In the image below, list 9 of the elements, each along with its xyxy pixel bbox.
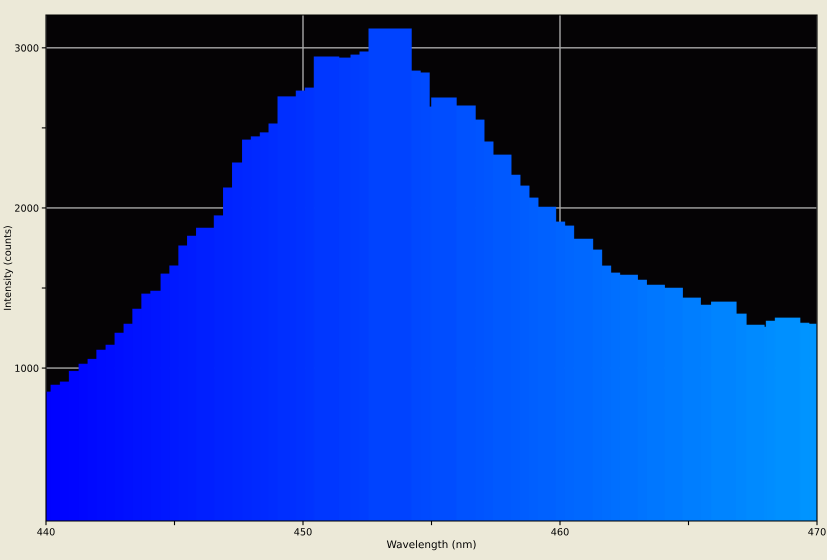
x-tick-label: 450 bbox=[294, 528, 312, 536]
x-tick-label: 440 bbox=[37, 528, 55, 536]
y-tick-label: 2000 bbox=[15, 204, 38, 212]
x-tick-label: 460 bbox=[551, 528, 569, 536]
y-axis-title: Intensity (counts) bbox=[4, 226, 13, 310]
x-axis-title: Wavelength (nm) bbox=[386, 540, 476, 550]
y-tick-label: 1000 bbox=[15, 364, 38, 372]
y-tick-label: 3000 bbox=[15, 44, 38, 52]
x-tick-label: 470 bbox=[808, 528, 826, 536]
